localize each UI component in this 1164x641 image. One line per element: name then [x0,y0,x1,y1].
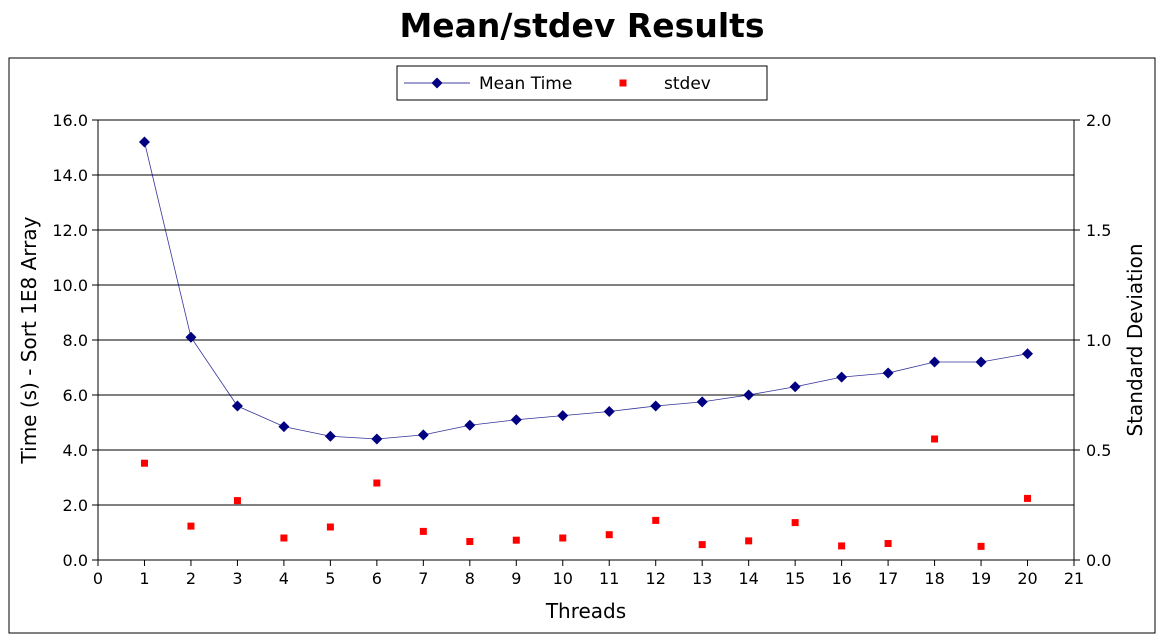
legend: Mean Time stdev [396,65,768,101]
mean-time-point [557,410,569,422]
stdev-point [884,540,892,547]
x-tick-label: 11 [599,569,619,588]
series-line-mean-time [144,141,1028,440]
stdev-point [373,479,381,487]
mean-time-point [836,371,848,383]
mean-time-point [882,367,894,379]
mean-time-point [696,396,708,408]
y-tick-label: 14.0 [52,166,88,185]
axes: 0.02.04.06.08.010.012.014.016.00.00.51.0… [52,111,1111,588]
stdev-point [698,541,706,549]
stdev-point [419,527,427,535]
stdev-point [1024,494,1032,502]
x-tick-label: 3 [232,569,242,588]
mean-time-point [743,389,755,401]
stdev-point [931,435,939,443]
x-tick-label: 13 [692,569,712,588]
x-axis-title: Threads [545,599,626,623]
legend-label-mean-time: Mean Time [479,74,572,94]
y-tick-label: 6.0 [63,386,88,405]
mean-time-point [975,356,987,368]
stdev-point [652,516,660,524]
x-tick-label: 2 [186,569,196,588]
series-layer [138,136,1034,550]
mean-time-point [603,406,615,417]
mean-time-point [371,433,383,445]
mean-time-point [324,430,336,442]
mean-time-point [789,381,801,393]
x-tick-label: 1 [139,569,149,588]
y2-tick-label: 0.5 [1086,441,1111,460]
x-tick-label: 20 [1017,569,1037,588]
x-tick-label: 5 [325,569,335,588]
y-tick-label: 8.0 [63,331,88,350]
x-tick-label: 17 [878,569,898,588]
mean-time-point [650,400,662,412]
x-tick-label: 19 [971,569,991,588]
mean-time-point [185,331,197,343]
legend-label-stdev: stdev [664,74,711,94]
mean-time-point [929,356,941,368]
x-tick-label: 16 [831,569,851,588]
x-tick-label: 15 [785,569,805,588]
stdev-point [605,531,613,539]
stdev-point [745,537,753,545]
x-tick-label: 12 [646,569,666,588]
x-tick-label: 9 [511,569,521,588]
legend-marker-stdev [619,79,627,87]
y-axis-title: Time (s) - Sort 1E8 Array [17,216,41,464]
y2-tick-label: 0.0 [1086,551,1111,570]
stdev-point [326,523,334,531]
chart-title: Mean/stdev Results [399,6,765,45]
chart-frame [8,57,1156,634]
mean-time-point [1022,348,1034,360]
x-tick-label: 10 [553,569,573,588]
mean-time-point [231,400,243,412]
mean-time-point [464,419,476,431]
y-tick-label: 16.0 [52,111,88,130]
stdev-point [233,497,241,505]
y-tick-label: 12.0 [52,221,88,240]
stdev-point [140,459,148,467]
stdev-point [280,534,288,542]
x-tick-label: 18 [924,569,944,588]
mean-time-point [278,421,290,433]
y-tick-label: 4.0 [63,441,88,460]
y-tick-label: 2.0 [63,496,88,515]
x-tick-label: 4 [279,569,289,588]
mean-time-point [510,414,522,426]
stdev-point [977,542,985,550]
stdev-point [187,522,195,530]
x-tick-label: 7 [418,569,428,588]
gridlines [98,119,1074,561]
mean-time-point [417,429,429,441]
x-tick-label: 14 [738,569,758,588]
stdev-point [466,538,474,546]
axis-labels: Threads Time (s) - Sort 1E8 Array Standard… [17,216,1147,623]
y2-axis-title: Standard Deviation [1123,243,1147,436]
x-tick-label: 8 [465,569,475,588]
mean-time-point [138,136,150,148]
x-tick-label: 6 [372,569,382,588]
stdev-point [512,536,520,544]
y-tick-label: 0.0 [63,551,88,570]
stdev-point [791,519,799,527]
stdev-point [838,542,846,550]
y-tick-label: 10.0 [52,276,88,295]
legend-marker-mean-time [431,77,443,89]
y2-tick-label: 2.0 [1086,111,1111,130]
x-tick-label: 21 [1064,569,1084,588]
x-tick-label: 0 [93,569,103,588]
stdev-point [559,534,567,542]
y2-tick-label: 1.0 [1086,331,1111,350]
y2-tick-label: 1.5 [1086,221,1111,240]
